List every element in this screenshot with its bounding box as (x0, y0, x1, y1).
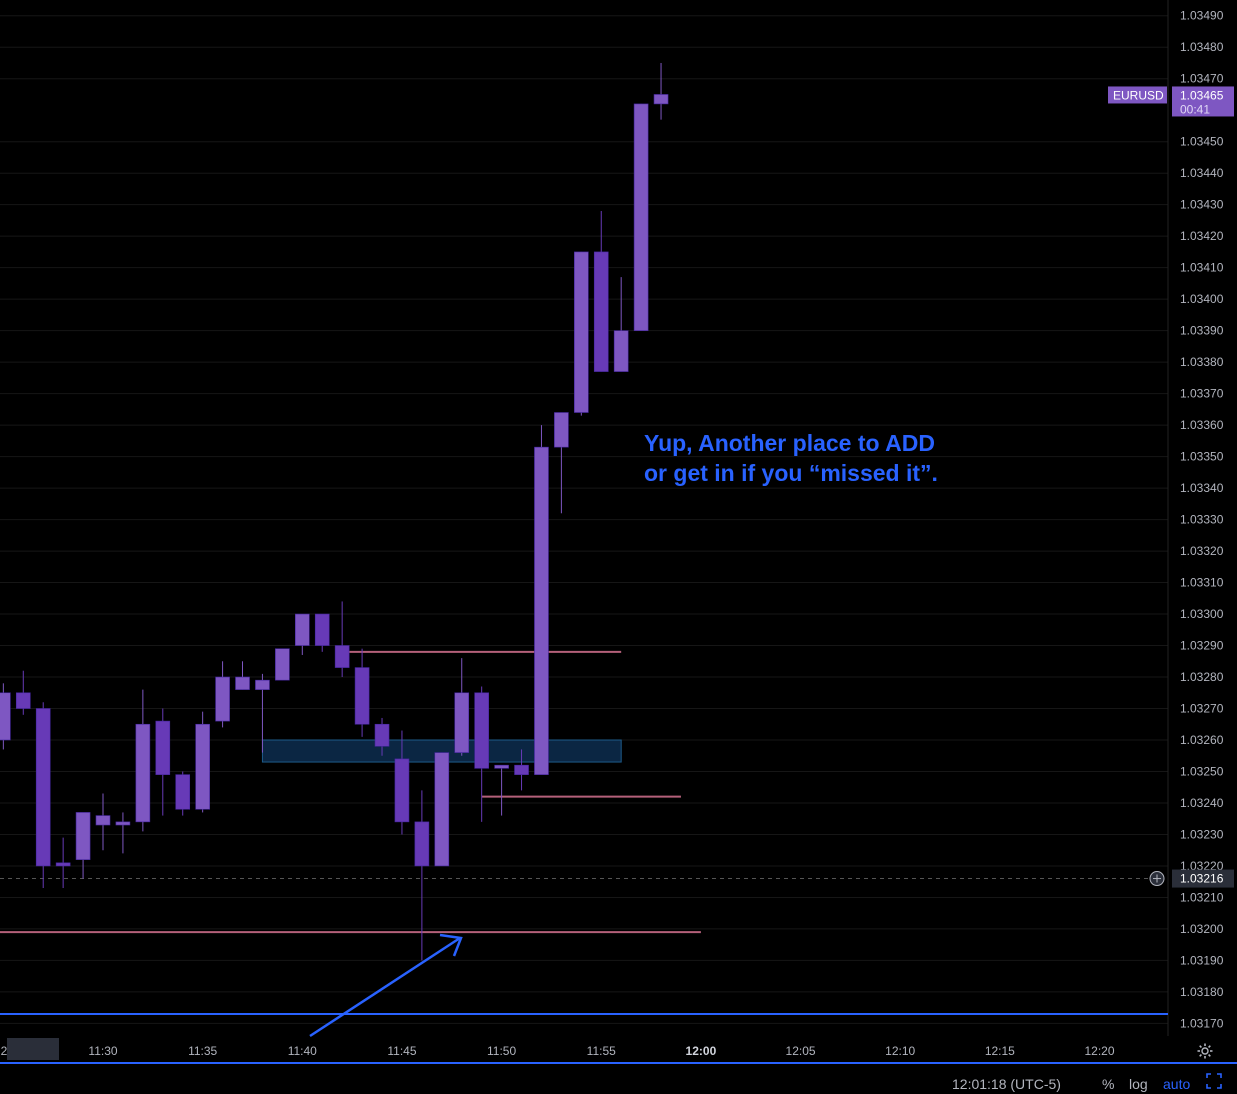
time-tick-label: 12:10 (885, 1044, 915, 1058)
price-tick-label: 1.03470 (1180, 72, 1224, 86)
time-tick-label: 11:50 (487, 1044, 516, 1058)
price-tick-label: 1.03220 (1180, 859, 1224, 873)
price-tick-label: 1.03440 (1180, 166, 1224, 180)
price-tick-label: 1.03360 (1180, 418, 1224, 432)
annotation-line-2: or get in if you “missed it”. (644, 460, 938, 486)
price-tick-label: 1.03310 (1180, 576, 1224, 590)
price-tick-label: 1.03450 (1180, 135, 1224, 149)
price-tick-label: 1.03260 (1180, 733, 1224, 747)
percent-toggle[interactable]: % (1102, 1076, 1115, 1092)
candle-body[interactable] (95, 815, 111, 826)
candle-body[interactable] (35, 708, 51, 867)
time-tick-label: 12:15 (985, 1044, 1015, 1058)
bottom-toolbar: 12:01:18 (UTC-5) % log auto (0, 1062, 1237, 1094)
candle-body[interactable] (494, 764, 509, 769)
candle-body[interactable] (0, 692, 11, 741)
time-tick-label: 2 (1, 1044, 8, 1058)
crosshair-price-label: 1.03216 (1180, 872, 1224, 886)
time-tick-label: 12:00 (686, 1044, 717, 1058)
candle-body[interactable] (334, 645, 350, 668)
annotation-line-1: Yup, Another place to ADD (644, 430, 935, 456)
candle-body[interactable] (55, 862, 71, 867)
price-tick-label: 1.03390 (1180, 324, 1224, 338)
candle-body[interactable] (394, 758, 410, 823)
candle-body[interactable] (175, 774, 191, 810)
gear-icon[interactable] (1196, 1042, 1214, 1060)
candle-body[interactable] (434, 752, 450, 867)
price-tick-label: 1.03300 (1180, 607, 1224, 621)
symbol-tag: EURUSD (1113, 88, 1164, 102)
auto-toggle[interactable]: auto (1163, 1076, 1191, 1092)
price-tick-label: 1.03370 (1180, 387, 1224, 401)
symbol-tag-bg (1108, 86, 1167, 104)
candle-body[interactable] (195, 723, 210, 810)
candle-body[interactable] (75, 812, 91, 860)
candle-body[interactable] (275, 648, 290, 681)
candle-body[interactable] (314, 613, 330, 646)
price-tick-label: 1.03250 (1180, 764, 1224, 778)
annotation-text: Yup, Another place to ADD or get in if y… (644, 428, 938, 488)
price-tick-label: 1.03280 (1180, 670, 1224, 684)
time-tick-label: 11:55 (587, 1044, 616, 1058)
time-tick-label: 11:35 (188, 1044, 217, 1058)
price-tick-label: 1.03320 (1180, 544, 1224, 558)
price-tick-label: 1.03340 (1180, 481, 1224, 495)
current-price-tag-bg (1172, 86, 1234, 117)
price-tick-label: 1.03350 (1180, 450, 1224, 464)
candle-body[interactable] (574, 251, 589, 413)
candle-body[interactable] (155, 720, 171, 775)
price-tick-label: 1.03480 (1180, 40, 1224, 54)
candle-body[interactable] (633, 103, 649, 331)
price-tick-label: 1.03490 (1180, 9, 1224, 23)
time-highlight-bg (7, 1038, 59, 1060)
candle-body[interactable] (514, 764, 529, 775)
candle-body[interactable] (613, 330, 629, 372)
crosshair-price-tag-bg (1172, 869, 1234, 888)
current-price-label: 1.03465 (1180, 88, 1224, 102)
candle-body[interactable] (15, 692, 31, 709)
price-tick-label: 1.03430 (1180, 198, 1224, 212)
candle-body[interactable] (474, 692, 489, 769)
countdown-label: 00:41 (1180, 102, 1210, 116)
price-tick-label: 1.03200 (1180, 922, 1224, 936)
candle-body[interactable] (235, 676, 250, 690)
time-tick-label: 11:40 (288, 1044, 317, 1058)
candle-body[interactable] (215, 676, 230, 722)
time-tick-label: 12:05 (786, 1044, 816, 1058)
price-tick-label: 1.03420 (1180, 229, 1224, 243)
candle-body[interactable] (135, 723, 151, 823)
time-tick-label: 11:30 (88, 1044, 117, 1058)
time-tick-label: 12:20 (1084, 1044, 1114, 1058)
price-tick-label: 1.03190 (1180, 953, 1224, 967)
fullscreen-icon[interactable] (1206, 1073, 1222, 1089)
price-tick-label: 1.03400 (1180, 292, 1224, 306)
candle-body[interactable] (294, 613, 310, 646)
annotation-arrow-head (439, 933, 463, 957)
price-tick-label: 1.03380 (1180, 355, 1224, 369)
clock-display[interactable]: 12:01:18 (UTC-5) (952, 1076, 1061, 1092)
candle-body[interactable] (534, 446, 549, 775)
price-tick-label: 1.03330 (1180, 513, 1224, 527)
candle-body[interactable] (354, 667, 370, 725)
annotation-arrow-shaft (309, 936, 461, 1038)
candle-body[interactable] (255, 679, 270, 690)
candle-body[interactable] (454, 692, 470, 753)
price-tick-label: 1.03170 (1180, 1016, 1224, 1030)
price-tick-label: 1.03240 (1180, 796, 1224, 810)
candle-body[interactable] (414, 821, 430, 867)
candle-body[interactable] (653, 94, 669, 105)
price-tick-label: 1.03180 (1180, 985, 1224, 999)
price-tick-label: 1.03270 (1180, 702, 1224, 716)
price-tick-label: 1.03210 (1180, 890, 1224, 904)
price-tick-label: 1.03290 (1180, 639, 1224, 653)
candle-body[interactable] (374, 723, 390, 747)
candle-body[interactable] (554, 412, 569, 448)
log-toggle[interactable]: log (1129, 1076, 1148, 1092)
price-tick-label: 1.03230 (1180, 827, 1224, 841)
price-tick-label: 1.03410 (1180, 261, 1224, 275)
candlestick-chart[interactable]: 1.03490 1.03480 1.03470 1.03450 1.03440 1.034… (0, 0, 1237, 1062)
candle-body[interactable] (593, 251, 609, 372)
time-tick-label: 11:45 (387, 1044, 416, 1058)
candle-body[interactable] (115, 821, 131, 826)
